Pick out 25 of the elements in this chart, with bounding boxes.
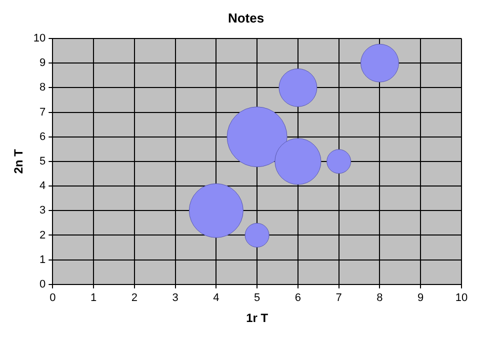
y-tick-label: 10 [33,32,46,45]
x-tick-label: 7 [336,292,342,304]
y-tick-label: 2 [40,229,46,242]
chart-title: Notes [228,10,264,26]
y-axis-title: 2n T [12,148,26,174]
x-tick-label: 2 [131,292,138,304]
x-tick-label: 5 [254,292,260,304]
x-tick-label: 10 [455,292,468,304]
y-tick-label: 0 [40,278,46,290]
x-tick-label: 6 [294,292,302,304]
y-tick-label: 8 [40,82,46,94]
y-tick-label: 6 [40,130,46,143]
y-tick-label: 5 [40,155,46,168]
y-tick-label: 4 [40,180,46,192]
x-tick-label: 4 [213,292,220,304]
y-tick-label: 3 [40,204,46,217]
x-tick-label: 1 [90,292,97,304]
x-tick-label: 0 [50,292,56,304]
y-tick-label: 7 [40,106,46,118]
y-tick-label: 9 [40,57,46,70]
x-tick-label: 9 [418,292,424,304]
x-tick-label: 3 [172,292,178,304]
y-tick-label: 1 [40,254,46,266]
x-axis-title: 1r T [246,311,269,326]
x-tick-label: 8 [376,292,383,304]
